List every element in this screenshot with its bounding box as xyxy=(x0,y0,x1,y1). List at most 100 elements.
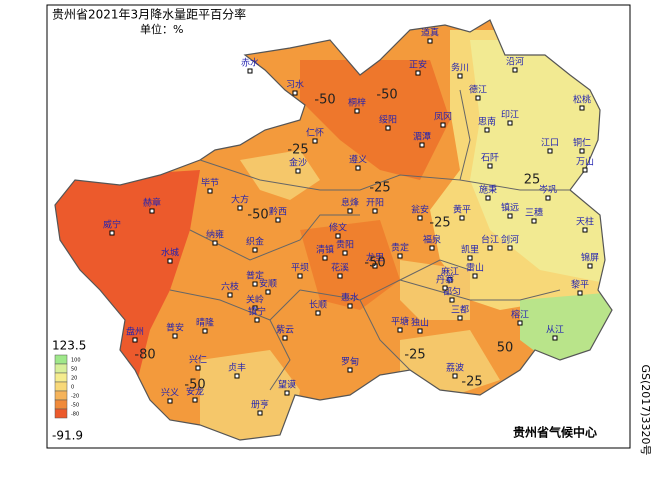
station-marker xyxy=(442,285,448,291)
station-marker xyxy=(507,245,513,251)
station-name: 江口 xyxy=(541,138,559,149)
station-marker xyxy=(247,68,253,74)
legend-swatch xyxy=(54,408,68,419)
station-marker xyxy=(457,73,463,79)
contour-label: 50 xyxy=(497,341,514,356)
station-name: 龙里 xyxy=(366,252,384,264)
legend-max: 123.5 xyxy=(52,339,86,353)
station-name: 习水 xyxy=(286,79,304,91)
station-marker xyxy=(507,213,513,219)
province-border xyxy=(54,19,613,441)
station-name: 桐梓 xyxy=(348,97,366,109)
station-name: 织金 xyxy=(246,236,264,248)
contour-label: -25 xyxy=(429,216,450,231)
station-marker xyxy=(312,138,318,144)
contour-label: -25 xyxy=(369,181,390,196)
station-name: 绥阳 xyxy=(379,115,397,126)
station-name: 罗甸 xyxy=(341,356,359,368)
station-marker xyxy=(149,208,155,214)
station-marker xyxy=(547,148,553,154)
station-name: 紫云 xyxy=(276,325,294,336)
station-name: 六枝 xyxy=(221,281,239,293)
station-name: 关岭 xyxy=(246,294,264,306)
legend-swatch xyxy=(54,381,68,392)
station-marker xyxy=(507,120,513,126)
station-name: 三都 xyxy=(451,305,469,316)
station-marker xyxy=(195,365,201,371)
station-name: 平坝 xyxy=(291,263,309,274)
station-name: 松桃 xyxy=(573,94,591,106)
legend-level: 50 xyxy=(71,367,77,373)
unit-label: 单位：% xyxy=(140,22,183,36)
station-marker xyxy=(347,303,353,309)
station-name: 盘州 xyxy=(126,326,144,338)
station-marker xyxy=(372,263,378,269)
station-marker xyxy=(397,253,403,259)
station-marker xyxy=(484,127,490,133)
legend-level: 100 xyxy=(71,358,81,364)
station-marker xyxy=(512,67,518,73)
legend-level: -50 xyxy=(71,403,79,409)
station-marker xyxy=(582,227,588,233)
station-marker xyxy=(295,168,301,174)
station-name: 镇宁 xyxy=(248,306,266,318)
legend-swatch xyxy=(54,372,68,383)
station-name: 普安 xyxy=(166,322,184,334)
contour-label: -50 xyxy=(247,208,268,223)
station-name: 望谟 xyxy=(278,379,296,391)
station-marker xyxy=(579,105,585,111)
station-marker xyxy=(207,188,213,194)
legend-swatch xyxy=(54,390,68,401)
station-name: 遵义 xyxy=(349,154,367,166)
prefecture-borders xyxy=(169,89,570,391)
legend-level: 20 xyxy=(71,376,77,382)
station-marker xyxy=(337,273,343,279)
station-marker xyxy=(234,373,240,379)
legend: 123.5 -91.9 100 50 20 0 -20 -50 -80 xyxy=(52,339,86,443)
station-marker xyxy=(252,305,258,311)
station-marker xyxy=(227,292,233,298)
station-name: 岑巩 xyxy=(539,184,557,196)
station-marker xyxy=(292,90,298,96)
contour-label: -25 xyxy=(404,348,425,363)
station-name: 德江 xyxy=(469,84,487,96)
station-marker xyxy=(531,218,537,224)
station-name: 榕江 xyxy=(511,309,529,321)
station-name: 清镇 xyxy=(316,244,334,256)
station-marker xyxy=(167,398,173,404)
station-name: 贞丰 xyxy=(228,362,246,374)
station-marker xyxy=(335,233,341,239)
station-marker xyxy=(457,315,463,321)
station-name: 兴仁 xyxy=(189,354,207,366)
station-marker xyxy=(347,208,353,214)
station-name: 兴义 xyxy=(161,388,179,399)
station-name: 铜仁 xyxy=(573,137,591,149)
station-marker xyxy=(587,263,593,269)
station-marker xyxy=(275,217,281,223)
station-name: 凯里 xyxy=(461,244,479,256)
station-marker xyxy=(427,38,433,44)
station-name: 开阳 xyxy=(366,198,384,209)
station-name: 册亨 xyxy=(251,399,269,411)
station-marker xyxy=(315,310,321,316)
station-marker xyxy=(467,255,473,261)
station-name: 安顺 xyxy=(259,278,277,290)
station-marker xyxy=(172,333,178,339)
station-name: 锦屏 xyxy=(581,252,599,264)
station-name: 天柱 xyxy=(576,216,594,228)
station-name: 沿河 xyxy=(506,56,524,68)
station-marker xyxy=(415,70,421,76)
station-marker xyxy=(429,245,435,251)
approval-number: GS(2017)3320号 xyxy=(639,364,652,455)
station-name: 贵阳 xyxy=(336,239,354,251)
station-name: 福泉 xyxy=(423,234,441,246)
station-marker xyxy=(472,273,478,279)
station-marker xyxy=(212,240,218,246)
station-name: 思南 xyxy=(478,116,496,128)
station-marker xyxy=(237,205,243,211)
contour-label: -25 xyxy=(287,143,308,158)
legend-min: -91.9 xyxy=(52,429,83,443)
legend-swatch xyxy=(54,363,68,374)
station-name: 剑河 xyxy=(501,234,519,246)
